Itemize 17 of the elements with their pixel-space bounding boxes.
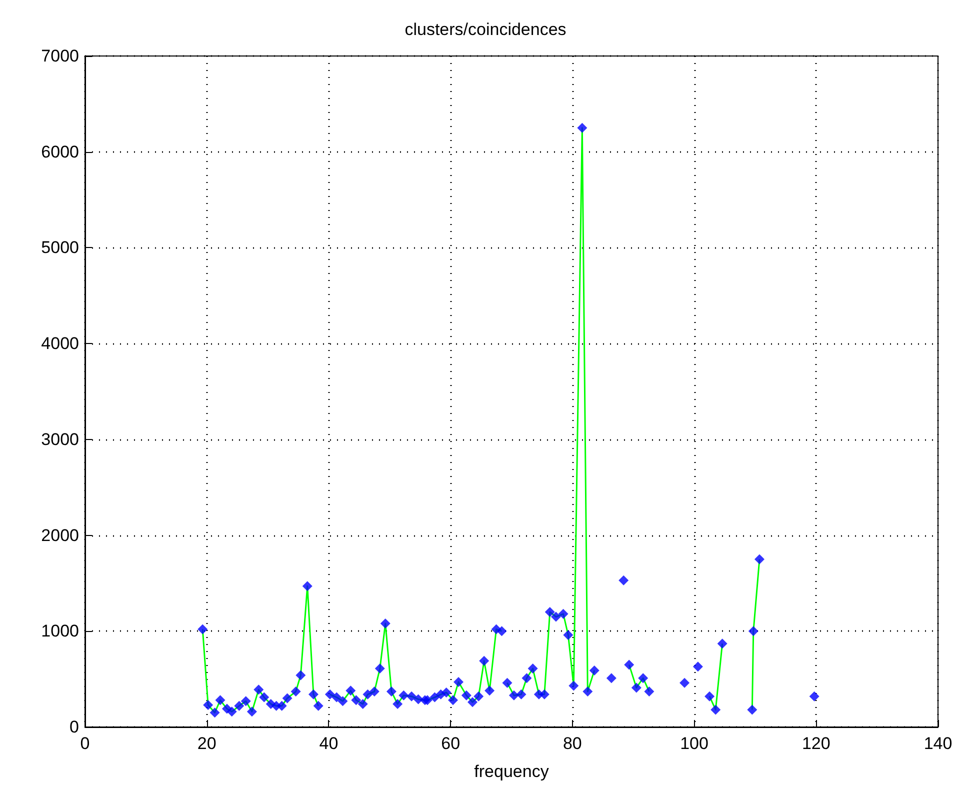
x-tick-label: 140 [924,734,952,753]
y-tick-label: 6000 [41,142,79,162]
y-tick-label: 7000 [41,46,79,66]
x-tick-label: 40 [319,734,338,753]
y-tick-label: 1000 [41,622,79,641]
y-tick-label: 0 [70,718,79,736]
x-tick-label: 60 [441,734,460,753]
x-tick-label: 80 [562,734,582,753]
x-axis-title: frequency [474,762,550,781]
x-tick-label: 120 [802,734,830,753]
x-tick-label: 20 [197,734,216,753]
y-tick-label: 2000 [41,526,79,545]
x-tick-label: 100 [680,734,708,753]
y-tick-label: 5000 [41,238,79,258]
y-tick-label: 4000 [41,334,79,354]
y-tick-label: 3000 [41,430,79,449]
chart-title: clusters/coincidences [404,20,566,39]
